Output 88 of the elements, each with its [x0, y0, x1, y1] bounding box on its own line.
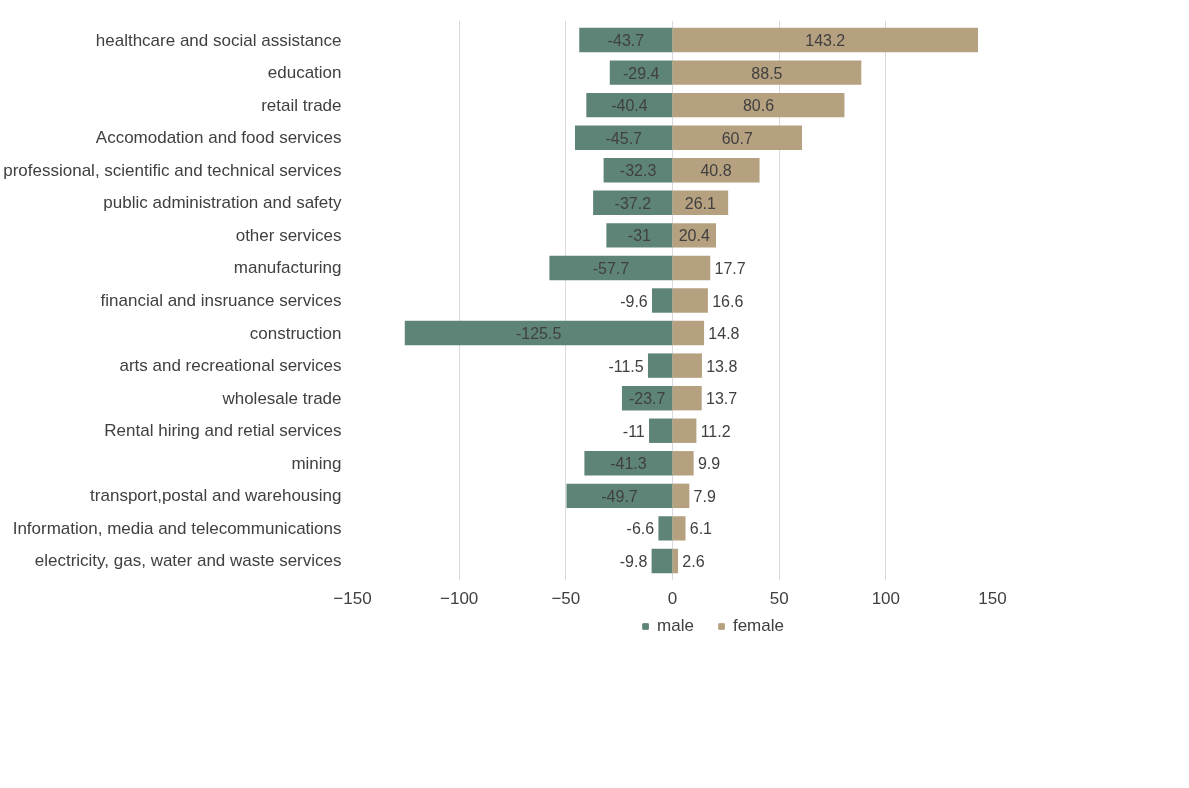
legend-label: female: [732, 616, 784, 636]
data-label: -57.7: [592, 259, 630, 277]
data-label: -23.7: [628, 390, 666, 408]
data-label: 80.6: [742, 97, 775, 115]
bar: [672, 451, 694, 476]
y-tick-label: retail trade: [261, 95, 342, 115]
data-label: -125.5: [515, 325, 562, 343]
bar: [593, 190, 673, 216]
data-label: -41.3: [610, 455, 647, 473]
data-label: 88.5: [751, 64, 783, 82]
x-tick-label: −50: [551, 588, 581, 608]
data-label: -49.7: [601, 487, 638, 505]
x-tick-label: −150: [333, 588, 372, 608]
y-tick-label: mining: [291, 453, 342, 473]
bar: [672, 27, 978, 53]
bar: [584, 451, 673, 476]
data-label: 9.9: [697, 455, 721, 473]
data-label: -37.2: [614, 194, 652, 212]
y-tick-label: professional, scientific and technical services: [3, 160, 342, 180]
x-tick-label: 100: [871, 588, 901, 608]
y-tick-label: arts and recreational services: [119, 356, 342, 376]
data-label: 60.7: [721, 129, 753, 147]
bar: [606, 223, 673, 248]
bar: [672, 60, 862, 85]
data-label: -40.4: [611, 97, 648, 115]
y-tick-label: manufacturing: [233, 258, 342, 278]
data-label: -9.6: [620, 292, 648, 310]
bar: [672, 353, 702, 378]
data-label: -11.5: [608, 357, 644, 375]
y-tick-label: public administration and safety: [103, 193, 342, 213]
bar: [672, 288, 708, 313]
data-label: 13.7: [705, 390, 738, 408]
bar: [672, 483, 690, 509]
bar: [672, 125, 802, 150]
bar: [672, 385, 702, 411]
data-label: 26.1: [684, 194, 717, 212]
y-tick-label: Rental hiring and retial services: [104, 421, 342, 441]
data-label: 7.9: [693, 487, 716, 505]
y-tick-label: electricity, gas, water and waste services: [34, 551, 342, 571]
y-tick-label: financial and insruance services: [100, 291, 342, 310]
x-tick-label: 50: [769, 588, 789, 608]
bar: [651, 548, 673, 574]
data-label: 14.8: [708, 325, 740, 343]
data-label: 13.8: [706, 357, 738, 375]
bar: [586, 92, 673, 118]
bar: [649, 418, 673, 443]
bar: [672, 255, 711, 281]
bar: [566, 483, 673, 509]
data-label: 143.2: [805, 32, 846, 50]
data-label: -6.6: [626, 520, 655, 538]
legend-label: male: [657, 616, 694, 636]
bar: [609, 60, 673, 85]
bar: [579, 27, 673, 53]
y-tick-label: other services: [235, 225, 342, 245]
bar: [672, 418, 697, 443]
y-tick-label: construction: [249, 323, 342, 343]
data-label: 2.6: [682, 552, 705, 570]
bar: [672, 92, 845, 118]
y-tick-label: healthcare and social assistance: [95, 30, 342, 50]
bar: [404, 320, 673, 346]
data-label: -45.7: [605, 129, 643, 147]
y-tick-label: wholesale trade: [221, 388, 342, 408]
bar: [647, 353, 673, 378]
data-label: 6.1: [689, 520, 713, 538]
bar: [575, 125, 673, 150]
y-tick-label: education: [267, 63, 342, 83]
bar: [658, 516, 673, 541]
x-tick-label: −100: [440, 588, 479, 608]
data-label: -43.7: [607, 32, 645, 50]
y-tick-label: Accomodation and food services: [95, 128, 342, 148]
data-label: 17.7: [714, 259, 746, 277]
x-tick-label: 0: [667, 588, 678, 608]
data-label: -9.8: [619, 552, 648, 570]
data-label: -11: [622, 422, 645, 440]
data-label: -32.3: [619, 162, 657, 180]
y-tick-label: Information, media and telecommunications: [12, 518, 342, 538]
bar: [672, 320, 705, 346]
bar: [549, 255, 673, 281]
bar: [672, 516, 686, 541]
data-label: 40.8: [700, 162, 732, 180]
x-tick-label: 150: [978, 588, 1007, 608]
data-label: 16.6: [712, 292, 744, 310]
y-tick-label: transport,postal and warehousing: [90, 486, 342, 506]
data-label: 11.2: [700, 422, 731, 440]
bar: [652, 288, 673, 313]
data-label: -31: [627, 227, 652, 245]
data-label: 20.4: [678, 227, 710, 245]
data-label: -29.4: [622, 64, 660, 82]
